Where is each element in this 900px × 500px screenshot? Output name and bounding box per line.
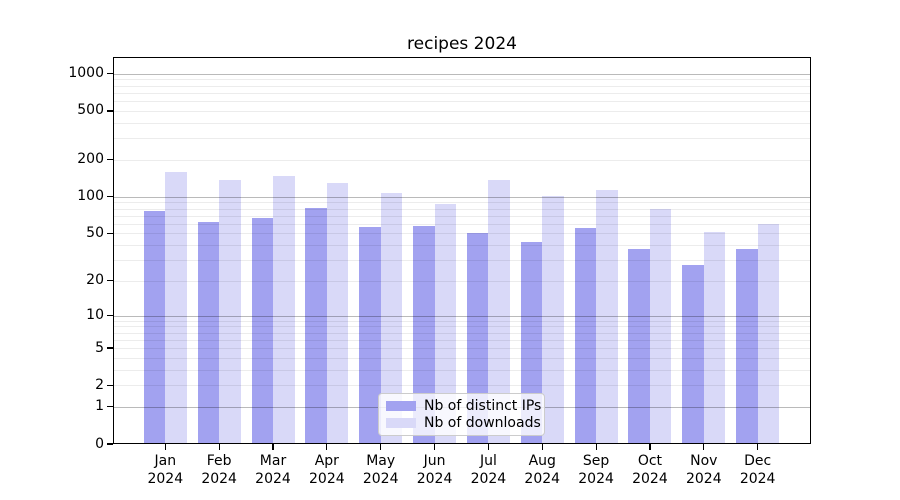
x-tick-label: Mar 2024 bbox=[255, 453, 291, 487]
y-gridline-minor bbox=[113, 92, 811, 94]
x-tick-label: Sep 2024 bbox=[578, 453, 614, 487]
x-tick-label: Nov 2024 bbox=[685, 453, 722, 487]
bar-distinct-ips bbox=[466, 233, 489, 444]
x-tick-mark bbox=[272, 444, 274, 450]
legend-row-distinct-ips: Nb of distinct IPs bbox=[386, 398, 541, 414]
y-tick-mark bbox=[107, 406, 113, 408]
bar-downloads bbox=[380, 192, 403, 444]
bar-downloads bbox=[649, 208, 672, 444]
y-gridline-minor bbox=[113, 138, 811, 140]
y-tick-label: 500 bbox=[77, 102, 104, 119]
x-tick-label: Jun 2024 bbox=[416, 453, 453, 487]
y-tick-mark bbox=[107, 314, 113, 317]
y-gridline-minor bbox=[113, 208, 811, 210]
legend-swatch-distinct-ips bbox=[386, 401, 416, 412]
x-tick-mark bbox=[487, 444, 489, 450]
bar-distinct-ips bbox=[413, 225, 435, 444]
y-tick-mark bbox=[107, 347, 113, 349]
x-tick-mark bbox=[164, 444, 166, 450]
bar-distinct-ips bbox=[359, 227, 381, 444]
y-gridline-major bbox=[113, 196, 811, 198]
x-tick-label: Dec 2024 bbox=[739, 453, 776, 487]
y-tick-label: 200 bbox=[77, 151, 104, 168]
x-tick-mark bbox=[380, 444, 382, 450]
bar-downloads bbox=[596, 189, 618, 444]
y-tick-label: 5 bbox=[95, 339, 104, 356]
y-gridline-minor bbox=[113, 215, 811, 217]
y-gridline-minor bbox=[113, 79, 811, 81]
x-tick-label: Jul 2024 bbox=[470, 453, 507, 487]
bar-distinct-ips bbox=[574, 228, 597, 444]
y-tick-label: 100 bbox=[77, 188, 104, 205]
y-tick-label: 10 bbox=[86, 307, 104, 324]
x-tick-label: May 2024 bbox=[362, 453, 399, 487]
y-gridline-minor bbox=[113, 159, 811, 161]
y-gridline-minor bbox=[113, 122, 811, 124]
legend-label-distinct-ips: Nb of distinct IPs bbox=[424, 398, 542, 415]
y-tick-mark bbox=[107, 159, 113, 161]
y-tick-label: 1000 bbox=[68, 65, 104, 82]
legend-label-downloads: Nb of downloads bbox=[424, 414, 541, 431]
x-tick-mark bbox=[703, 444, 705, 450]
legend-row-downloads: Nb of downloads bbox=[386, 415, 541, 431]
bar-downloads bbox=[219, 179, 241, 444]
y-tick-mark bbox=[107, 232, 113, 234]
x-tick-mark bbox=[326, 444, 328, 450]
bar-downloads bbox=[488, 180, 510, 444]
chart-title: recipes 2024 bbox=[407, 34, 517, 54]
bar-distinct-ips bbox=[628, 249, 650, 444]
x-tick-label: Aug 2024 bbox=[524, 453, 561, 487]
y-tick-label: 0 bbox=[95, 435, 104, 452]
legend-swatch-downloads bbox=[386, 417, 416, 428]
y-tick-mark bbox=[107, 110, 113, 112]
x-tick-mark bbox=[433, 444, 436, 450]
x-tick-mark bbox=[649, 444, 651, 450]
y-tick-mark bbox=[107, 384, 113, 386]
bar-distinct-ips bbox=[682, 265, 704, 444]
y-tick-label: 50 bbox=[86, 224, 104, 241]
x-tick-label: Jan 2024 bbox=[147, 453, 184, 487]
bar-downloads bbox=[434, 203, 457, 444]
x-tick-mark bbox=[218, 444, 220, 450]
x-tick-mark bbox=[595, 444, 597, 450]
x-tick-mark bbox=[541, 444, 543, 450]
bar-distinct-ips bbox=[736, 249, 758, 444]
bar-downloads bbox=[326, 182, 349, 444]
bar-distinct-ips bbox=[305, 207, 327, 444]
x-tick-label: Oct 2024 bbox=[632, 453, 668, 487]
x-tick-label: Feb 2024 bbox=[201, 453, 237, 487]
bar-downloads bbox=[542, 196, 564, 444]
bar-distinct-ips bbox=[197, 222, 220, 444]
y-gridline-minor bbox=[113, 202, 811, 204]
bar-distinct-ips bbox=[143, 210, 166, 444]
bar-downloads bbox=[703, 232, 726, 444]
legend: Nb of distinct IPs Nb of downloads bbox=[378, 393, 545, 436]
y-gridline-minor bbox=[113, 101, 811, 103]
y-gridline-minor bbox=[113, 85, 811, 87]
bar-downloads bbox=[757, 223, 780, 444]
y-tick-mark bbox=[107, 196, 113, 198]
x-tick-mark bbox=[757, 444, 759, 450]
y-gridline-major bbox=[113, 73, 811, 75]
y-tick-mark bbox=[107, 443, 113, 445]
x-tick-label: Apr 2024 bbox=[309, 453, 345, 487]
y-tick-mark bbox=[107, 280, 113, 282]
y-tick-mark bbox=[107, 73, 113, 75]
bar-downloads bbox=[165, 171, 187, 444]
y-tick-label: 1 bbox=[95, 398, 104, 415]
bar-downloads bbox=[273, 175, 295, 444]
y-tick-label: 20 bbox=[86, 272, 104, 289]
y-gridline-minor bbox=[113, 110, 811, 112]
bar-distinct-ips bbox=[251, 217, 273, 444]
y-tick-label: 2 bbox=[95, 376, 104, 393]
